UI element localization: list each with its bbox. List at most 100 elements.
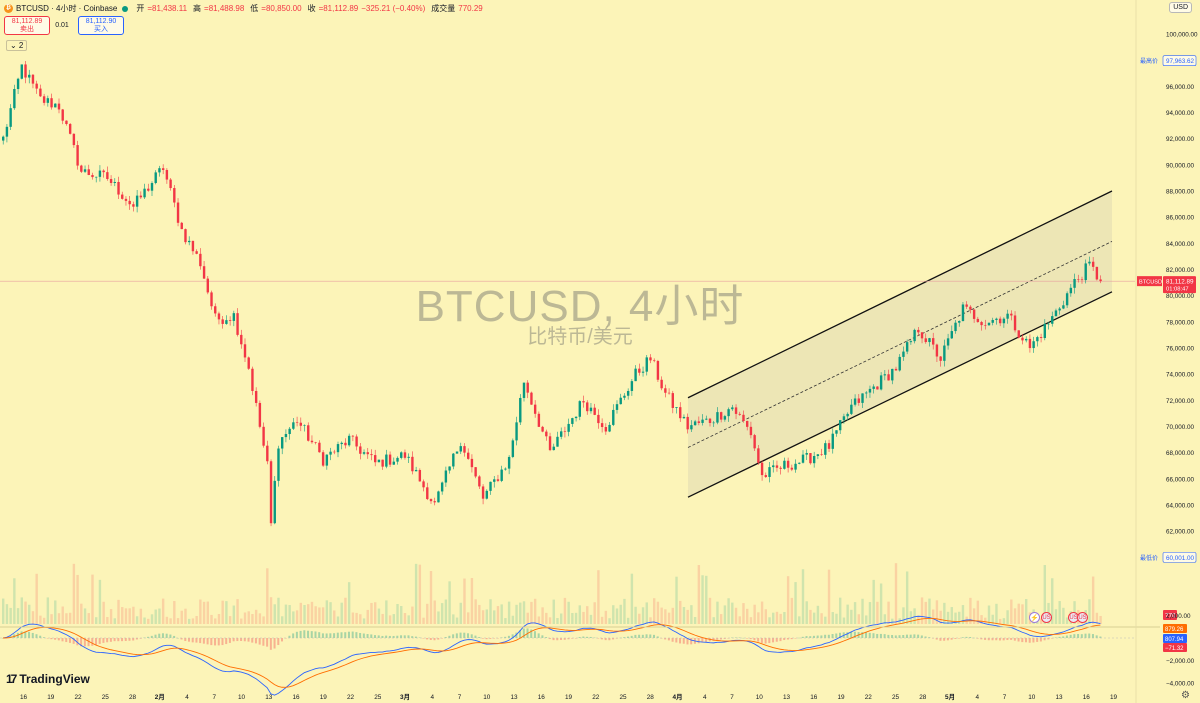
candle-body [645, 357, 648, 372]
volume-bar [139, 608, 143, 624]
price-tick-label: 92,000.00 [1166, 136, 1195, 143]
volume-bar [894, 563, 898, 624]
candle-body [764, 475, 767, 477]
candle-body [433, 501, 436, 503]
volume-bar [835, 613, 838, 624]
macd-histogram-bar [1077, 633, 1080, 638]
volume-bar [623, 598, 626, 624]
macd-histogram-bar [719, 638, 722, 640]
candle-body [812, 456, 816, 464]
macd-histogram-bar [377, 635, 380, 638]
candle-body [1099, 279, 1102, 282]
volume-bar [2, 598, 5, 624]
volume-bar [504, 618, 507, 624]
sell-button[interactable]: 81,112.89 卖出 [4, 16, 50, 35]
macd-histogram-bar [147, 636, 150, 638]
volume-bar [984, 617, 987, 624]
parallel-channel[interactable] [687, 190, 1113, 498]
channel-upper-line[interactable] [687, 190, 1113, 399]
macd-histogram-bar [772, 638, 775, 643]
candle-body [42, 96, 46, 103]
volume-bar [496, 606, 500, 624]
tradingview-logo[interactable]: 17 TradingView [6, 672, 90, 686]
candle-body [1073, 279, 1076, 288]
candle-body [552, 446, 555, 451]
volume-bar [1017, 603, 1020, 624]
volume-bar [57, 613, 61, 624]
macd-histogram-bar [593, 637, 596, 639]
candle-body [336, 444, 340, 453]
current-price-badge [1163, 276, 1196, 294]
volume-bar [772, 612, 775, 624]
candle-body [95, 176, 98, 178]
candle-body [217, 313, 221, 320]
macd-histogram [2, 628, 1102, 650]
macd-histogram-bar [414, 636, 417, 638]
macd-histogram-bar [191, 638, 194, 643]
currency-button[interactable]: USD [1169, 2, 1192, 13]
macd-histogram-bar [392, 635, 395, 638]
macd-histogram-bar [1039, 638, 1042, 642]
volume-bar [798, 616, 801, 624]
gear-icon[interactable]: ⚙ [1181, 690, 1190, 701]
candle-body [675, 407, 678, 408]
current-symbol-badge [1137, 276, 1162, 287]
macd-axis[interactable]: 2,000.00 −2,000.00 −4,000.00 [1166, 613, 1195, 687]
volume-bar [995, 603, 998, 624]
macd-histogram-bar [333, 633, 336, 638]
macd-histogram-bar [303, 630, 306, 638]
volume-bar [344, 597, 347, 624]
volume-bar [987, 605, 991, 624]
candle-body [850, 404, 853, 414]
candle-body [463, 446, 466, 453]
sell-label: 卖出 [20, 26, 34, 33]
macd-badge [1163, 634, 1187, 643]
time-tick-label: 13 [510, 694, 518, 701]
macd-histogram-bar [1002, 638, 1005, 641]
volume-bar [128, 608, 131, 624]
volume-bar [801, 569, 805, 624]
macd-histogram-bar [760, 638, 763, 643]
event-us-flag-icon[interactable]: US [1077, 612, 1088, 623]
event-us-flag-icon[interactable]: US [1041, 612, 1052, 623]
macd-histogram-bar [1043, 638, 1046, 641]
volume-bar [850, 609, 853, 624]
volume-bar [1065, 617, 1069, 624]
candle-body [597, 414, 600, 424]
volume-bar [1051, 578, 1054, 624]
macd-histogram-bar [500, 637, 503, 638]
buy-button[interactable]: 81,112.90 买入 [78, 16, 124, 35]
macd-histogram-bar [1062, 636, 1065, 638]
volume-bar [712, 617, 715, 624]
macd-histogram-bar [831, 634, 834, 638]
channel-lower-line[interactable] [687, 291, 1113, 498]
candle-body [783, 460, 786, 469]
volume-bar [236, 599, 239, 624]
macd-histogram-bar [608, 638, 611, 641]
volume-bar [742, 603, 745, 624]
volume-bar [705, 575, 708, 624]
macd-histogram-bar [481, 638, 484, 639]
channel-median-line[interactable] [687, 241, 1113, 448]
candle-body [366, 452, 369, 455]
time-axis[interactable]: 16 19 22 25 28 2月 4 7 10 13 16 19 22 25 3月 4 7 10 13 16 19 22… [20, 693, 1118, 701]
macd-histogram-bar [109, 638, 112, 642]
macd-histogram-bar [121, 638, 124, 642]
candle-body [414, 469, 418, 472]
price-axis[interactable]: 100,000.0098,000.0096,000.0094,000.0092,… [1166, 32, 1198, 562]
candle-body [723, 416, 727, 420]
candle-body [831, 433, 834, 449]
volume-bar [809, 609, 812, 624]
candle-body [452, 453, 455, 467]
candle-body [507, 456, 511, 469]
macd-histogram-bar [1010, 638, 1013, 640]
macd-histogram-bar [344, 632, 347, 638]
macd-histogram-bar [135, 638, 138, 640]
event-bolt-icon[interactable]: ⚡ [1029, 612, 1040, 623]
indicator-collapse-button[interactable]: ⌄ 2 [6, 40, 28, 51]
volume-bar [682, 607, 686, 624]
symbol-title[interactable]: BTCUSD · 4小时 · Coinbase [16, 4, 118, 13]
volume-bar [292, 611, 295, 624]
macd-histogram-bar [935, 638, 938, 640]
